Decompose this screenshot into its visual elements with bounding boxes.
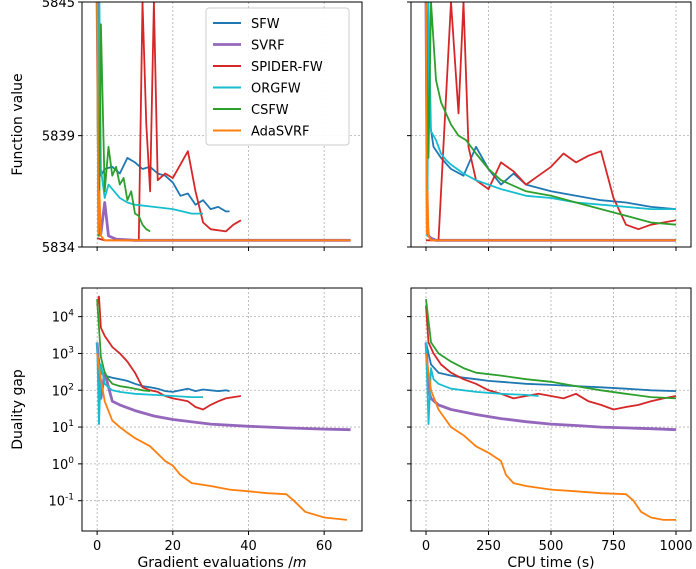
- y-tick-label: 5839: [42, 130, 75, 145]
- y-tick-label: 104: [52, 309, 75, 326]
- series-group: [424, 2, 677, 242]
- series-line-svrf: [424, 342, 677, 432]
- x-tick-label: 20: [165, 539, 182, 554]
- series-line-spider-fw: [96, 295, 242, 411]
- x-tick-label: 1000: [659, 539, 692, 554]
- series-line-adasvrf: [96, 353, 347, 521]
- series-line-adasvrf: [425, 2, 676, 242]
- y-axis-label: Duality gap: [10, 369, 26, 450]
- legend: SFW SVRF SPIDER-FW ORGFW CSFW AdaSVRF: [205, 7, 350, 146]
- series-line-orgfw: [425, 342, 539, 426]
- y-tick-label: 5834: [42, 241, 75, 256]
- legend-label: ORGFW: [251, 82, 301, 97]
- x-axis-label: CPU time (s): [507, 555, 594, 569]
- x-tick-label: 40: [240, 539, 257, 554]
- panel-bottom-right: 0 250 500 750 1000 CPU time (s): [407, 287, 693, 569]
- panels-layer: 5834 5839 5845 Function value 0 20 40 60 10-1 100…: [10, 0, 693, 569]
- y-tick-label: 103: [52, 345, 74, 362]
- series-group: [424, 298, 677, 521]
- series-line-spider-fw: [426, 2, 677, 242]
- y-axis-label: Function value: [10, 73, 26, 175]
- axes-frame: [81, 287, 363, 532]
- series-line-orgfw: [96, 342, 204, 426]
- x-tick-label: 60: [316, 539, 333, 554]
- series-line-csfw: [425, 2, 677, 226]
- panel-top-right: [407, 1, 692, 251]
- gridlines: [82, 288, 362, 531]
- series-line-sfw: [425, 2, 677, 210]
- y-tick-label: 100: [52, 456, 75, 473]
- legend-label: AdaSVRF: [251, 125, 310, 140]
- series-line-csfw: [96, 2, 151, 237]
- series-line-adasvrf: [425, 353, 676, 521]
- x-tick-label: 250: [476, 539, 501, 554]
- series-group: [95, 295, 351, 521]
- legend-label: SVRF: [251, 39, 285, 54]
- panel-top-left: 5834 5839 5845 Function value: [10, 0, 363, 256]
- panel-bottom-left: 0 20 40 60 10-1 100 101 102 103 104 Gradient evalu…: [10, 287, 363, 569]
- y-tick-label: 5845: [42, 0, 75, 11]
- x-tick-label: 500: [539, 539, 564, 554]
- y-tick-label: 10-1: [48, 493, 74, 510]
- series-line-sfw: [96, 346, 230, 393]
- y-tick-label: 101: [52, 419, 74, 436]
- series-line-svrf: [95, 342, 351, 432]
- series-line-sfw: [425, 342, 677, 392]
- legend-label: SFW: [251, 17, 280, 32]
- y-tick-label: 102: [52, 382, 74, 399]
- series-line-spider-fw: [425, 305, 677, 411]
- legend-label: SPIDER-FW: [251, 60, 323, 75]
- series-group: [95, 2, 351, 242]
- legend-box: [205, 7, 350, 146]
- series-line-orgfw: [96, 2, 204, 237]
- x-tick-label: 0: [422, 539, 430, 554]
- series-line-adasvrf: [96, 2, 351, 242]
- series-line-csfw: [425, 298, 677, 400]
- legend-label: CSFW: [251, 103, 289, 118]
- x-tick-label: 0: [93, 539, 101, 554]
- x-axis-label: Gradient evaluations /m: [137, 555, 306, 569]
- series-line-orgfw: [425, 2, 676, 237]
- axes-frame: [81, 1, 363, 248]
- x-tick-label: 750: [601, 539, 626, 554]
- series-line-csfw: [96, 299, 151, 392]
